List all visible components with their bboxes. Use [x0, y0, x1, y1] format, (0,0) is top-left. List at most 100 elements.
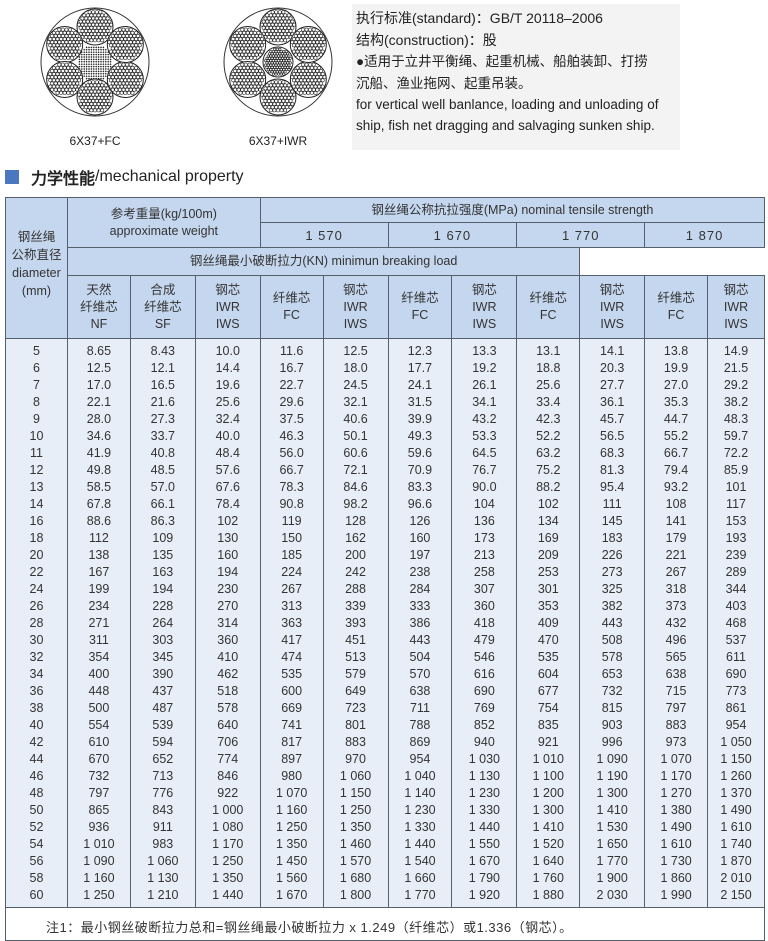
value-cell: 1 250	[259, 819, 324, 836]
table-row: 12 49.8 48.5 57.6 66.7 72.1 70.9 76.7 75.2 81.3 79…	[5, 462, 765, 479]
diameter-cell: 26	[5, 598, 68, 615]
value-cell: 1 300	[579, 785, 646, 802]
value-cell: 1 190	[579, 768, 646, 785]
value-cell: 518	[194, 683, 261, 700]
value-cell: 1 170	[194, 836, 261, 853]
table-row: 26 234 228 270 313 339 333 360 353 382 373 403	[5, 598, 765, 615]
value-cell: 59.7	[707, 428, 765, 445]
value-cell: 815	[579, 700, 646, 717]
diameter-cell: 50	[5, 802, 68, 819]
header-line: IWS	[472, 316, 497, 331]
strand	[46, 26, 84, 63]
value-cell: 12.5	[66, 360, 131, 377]
grade-header: 1 670	[387, 222, 518, 248]
value-cell: 954	[707, 717, 765, 734]
diameter-cell: 13	[5, 479, 68, 496]
value-cell: 546	[451, 649, 518, 666]
diameter-cell: 10	[5, 428, 68, 445]
value-cell: 12.1	[129, 360, 196, 377]
value-cell: 102	[194, 513, 261, 530]
value-cell: 669	[259, 700, 324, 717]
value-cell: 14.9	[707, 338, 765, 360]
value-cell: 33.4	[516, 394, 581, 411]
value-cell: 616	[451, 666, 518, 683]
value-cell: 153	[707, 513, 765, 530]
value-cell: 360	[451, 598, 518, 615]
value-cell: 169	[516, 530, 581, 547]
usage-cn-line: ●适用于立井平衡绳、起重机械、船舶装卸、打捞	[356, 54, 648, 69]
diameter-cell: 20	[5, 547, 68, 564]
value-cell: 78.3	[259, 479, 324, 496]
value-cell: 474	[259, 649, 324, 666]
value-cell: 284	[387, 581, 453, 598]
value-cell: 289	[707, 564, 765, 581]
value-cell: 12.3	[387, 338, 453, 360]
diameter-cell: 36	[5, 683, 68, 700]
value-cell: 1 770	[387, 887, 453, 908]
value-cell: 167	[66, 564, 131, 581]
value-cell: 1 540	[387, 853, 453, 870]
value-cell: 138	[66, 547, 131, 564]
header-line: IWR	[723, 299, 749, 314]
value-cell: 81.3	[579, 462, 646, 479]
value-cell: 363	[259, 615, 324, 632]
value-cell: 883	[322, 734, 389, 751]
value-cell: 66.7	[259, 462, 324, 479]
load-col-header: 钢芯 IWR IWS	[451, 275, 518, 339]
value-cell: 17.7	[387, 360, 453, 377]
value-cell: 32.4	[194, 411, 261, 428]
value-cell: 183	[579, 530, 646, 547]
value-cell: 90.8	[259, 496, 324, 513]
value-cell: 185	[259, 547, 324, 564]
value-cell: 1 670	[259, 887, 324, 908]
value-cell: 852	[451, 717, 518, 734]
value-cell: 288	[322, 581, 389, 598]
diameter-cell: 42	[5, 734, 68, 751]
value-cell: 1 080	[194, 819, 261, 836]
value-cell: 1 270	[644, 785, 709, 802]
standard-text: 执行标准(standard)：GB/T 20118–2006	[356, 10, 603, 26]
value-cell: 31.5	[387, 394, 453, 411]
value-cell: 271	[66, 615, 131, 632]
header-line: FC	[283, 308, 300, 322]
value-cell: 382	[579, 598, 646, 615]
grade-header: 1 770	[516, 222, 646, 248]
section-title-cn: 力学性能	[31, 171, 96, 188]
value-cell: 75.2	[516, 462, 581, 479]
value-cell: 1 130	[129, 870, 196, 887]
value-cell: 13.1	[516, 338, 581, 360]
value-cell: 903	[579, 717, 646, 734]
value-cell: 883	[644, 717, 709, 734]
diameter-cell: 48	[5, 785, 68, 802]
value-cell: 96.6	[387, 496, 453, 513]
value-cell: 21.6	[129, 394, 196, 411]
value-cell: 470	[516, 632, 581, 649]
value-cell: 638	[387, 683, 453, 700]
header-line: FC	[411, 308, 429, 322]
value-cell: 16.7	[259, 360, 324, 377]
value-cell: 83.3	[387, 479, 453, 496]
diameter-cell: 8	[5, 394, 68, 411]
value-cell: 34.6	[66, 428, 131, 445]
header-line: NF	[90, 316, 108, 331]
value-cell: 911	[129, 819, 196, 836]
value-cell: 451	[322, 632, 389, 649]
value-cell: 1 640	[516, 853, 581, 870]
value-cell: 102	[516, 496, 581, 513]
value-cell: 1 010	[516, 751, 581, 768]
value-cell: 1 730	[644, 853, 709, 870]
header-line: 公称直径	[11, 248, 62, 262]
value-cell: 610	[66, 734, 131, 751]
value-cell: 66.1	[129, 496, 196, 513]
header-line: IWR	[600, 299, 625, 314]
value-cell: 134	[516, 513, 581, 530]
diameter-cell: 18	[5, 530, 68, 547]
value-cell: 19.2	[451, 360, 518, 377]
value-cell: 93.2	[644, 479, 709, 496]
table-row: 16 88.6 86.3 102 119 128 126 136 134 145 141 153	[5, 513, 765, 530]
value-cell: 79.4	[644, 462, 709, 479]
header-line: 天然	[86, 282, 112, 297]
value-cell: 713	[129, 768, 196, 785]
value-cell: 1 570	[322, 853, 389, 870]
value-cell: 85.9	[707, 462, 765, 479]
